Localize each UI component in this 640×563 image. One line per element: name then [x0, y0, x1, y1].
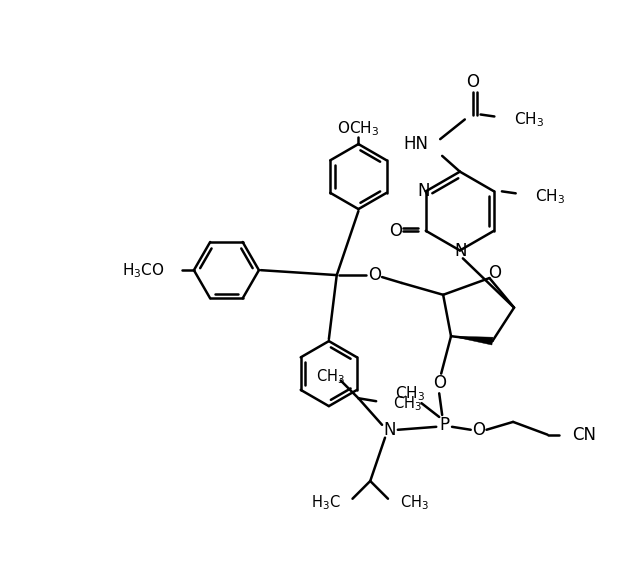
Text: CH$_3$: CH$_3$ [536, 187, 566, 205]
Text: O: O [488, 264, 501, 282]
Text: CH$_3$: CH$_3$ [514, 110, 544, 129]
Text: H$_3$CO: H$_3$CO [122, 261, 164, 279]
Text: CH$_3$: CH$_3$ [393, 394, 422, 413]
Text: N: N [384, 421, 396, 439]
Text: CH$_3$: CH$_3$ [395, 384, 425, 403]
Text: CN: CN [572, 426, 596, 444]
Polygon shape [451, 336, 493, 345]
Text: CH$_3$: CH$_3$ [316, 367, 346, 386]
Text: O: O [388, 222, 402, 240]
Text: O: O [433, 374, 445, 392]
Text: O: O [472, 421, 485, 439]
Text: N: N [417, 182, 430, 200]
Text: CH$_3$: CH$_3$ [400, 493, 429, 512]
Text: O: O [466, 73, 479, 91]
Text: HN: HN [403, 135, 428, 153]
Text: N: N [454, 243, 467, 261]
Text: O: O [368, 266, 381, 284]
Text: P: P [439, 416, 449, 434]
Text: H$_3$C: H$_3$C [311, 493, 340, 512]
Text: OCH$_3$: OCH$_3$ [337, 119, 380, 137]
